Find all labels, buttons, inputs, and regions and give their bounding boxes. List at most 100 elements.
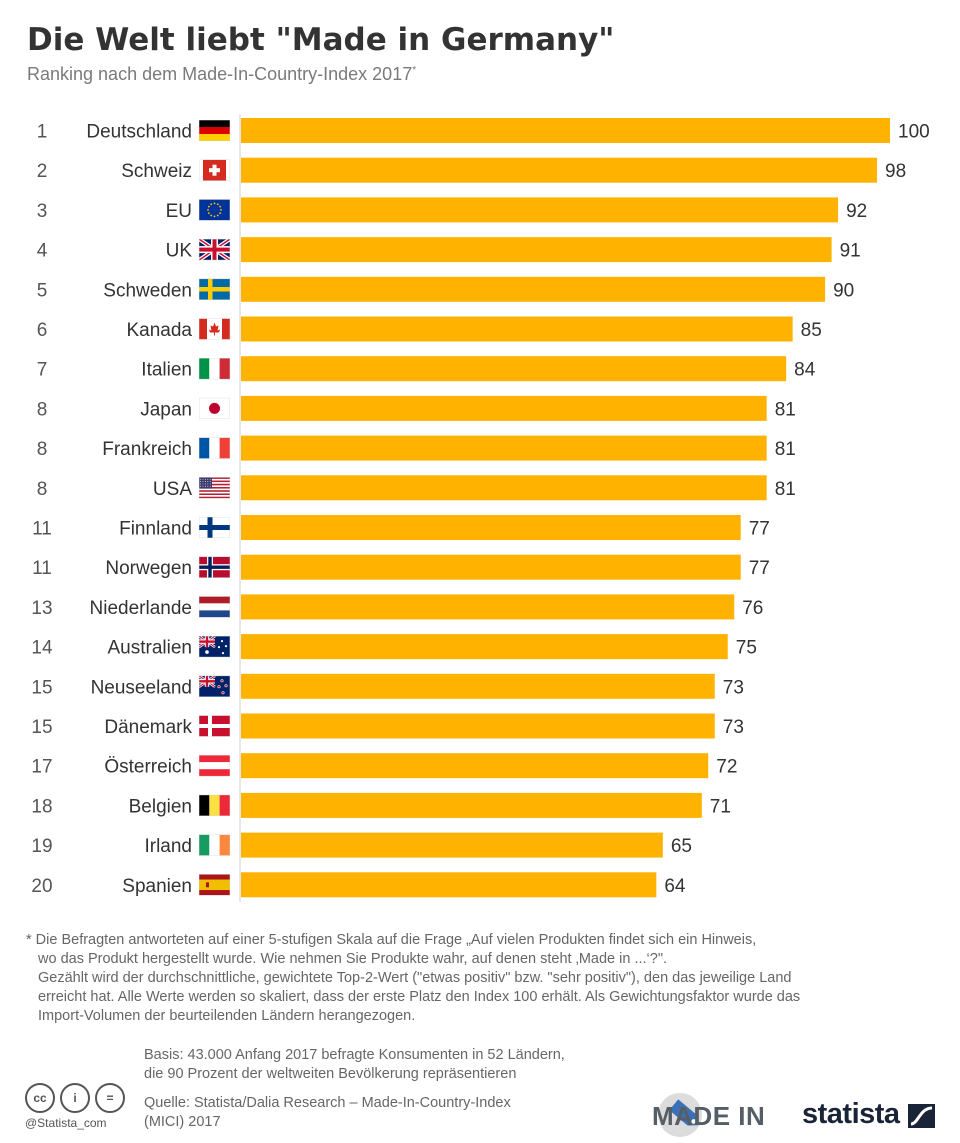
- bar: [241, 237, 832, 263]
- rank-label: 11: [32, 519, 52, 540]
- value-label: 81: [775, 479, 796, 500]
- value-label: 77: [749, 519, 770, 540]
- bar: [241, 753, 709, 779]
- rank-label: 11: [32, 558, 52, 579]
- flag-australia-icon: [199, 636, 230, 658]
- value-label: 98: [885, 161, 906, 182]
- by-icon[interactable]: i: [60, 1083, 90, 1113]
- category-label: Deutschland: [86, 122, 192, 143]
- rank-label: 5: [37, 280, 48, 301]
- value-label: 91: [840, 241, 861, 262]
- footnote-line: erreicht hat. Alle Werte werden so skali…: [38, 989, 801, 1005]
- bar: [241, 276, 826, 302]
- value-label: 73: [723, 677, 744, 698]
- value-label: 81: [775, 439, 796, 460]
- rank-label: 8: [37, 399, 48, 420]
- subtitle-footnote-mark: *: [412, 65, 417, 76]
- category-label: Irland: [144, 836, 192, 857]
- rank-label: 18: [31, 796, 52, 817]
- category-label: USA: [153, 479, 192, 500]
- footnote-line: Import-Volumen der beurteilenden Ländern…: [38, 1008, 416, 1024]
- rank-label: 1: [37, 122, 48, 143]
- statista-logo[interactable]: statista: [802, 1098, 900, 1130]
- bar: [241, 673, 715, 699]
- category-label: Finnland: [119, 519, 192, 540]
- flag-ireland-icon: [199, 834, 230, 856]
- bar: [241, 792, 702, 818]
- category-label: Australien: [108, 638, 193, 659]
- rank-label: 15: [31, 717, 52, 738]
- flag-denmark-icon: [199, 715, 230, 737]
- bar: [241, 316, 793, 342]
- flag-belgium-icon: [199, 794, 230, 816]
- category-label: Italien: [141, 360, 192, 381]
- value-label: 72: [716, 757, 737, 778]
- category-label: Neuseeland: [91, 677, 192, 698]
- category-label: Niederlande: [90, 598, 192, 619]
- flag-uk-icon: [199, 239, 230, 261]
- bar: [241, 435, 767, 461]
- flag-switzerland-icon: [199, 159, 230, 181]
- bar: [241, 634, 728, 660]
- rank-label: 19: [31, 836, 52, 857]
- cc-icon[interactable]: cc: [25, 1083, 55, 1113]
- value-label: 100: [898, 122, 930, 143]
- bar: [241, 554, 741, 580]
- value-label: 84: [794, 360, 816, 381]
- category-label: Dänemark: [104, 717, 192, 738]
- bar: [241, 395, 767, 421]
- rank-label: 3: [37, 201, 48, 222]
- bar: [241, 475, 767, 501]
- value-label: 77: [749, 558, 770, 579]
- category-label: Kanada: [126, 320, 192, 341]
- value-label: 92: [846, 201, 867, 222]
- survey-basis: Basis: 43.000 Anfang 2017 befragte Konsu…: [144, 1046, 644, 1084]
- flag-canada-icon: [199, 318, 230, 340]
- source-line: (MICI) 2017: [144, 1114, 221, 1130]
- rank-label: 7: [37, 360, 48, 381]
- rank-label: 15: [31, 677, 52, 698]
- bar: [241, 515, 741, 540]
- footnote-line: Gezählt wird der durchschnittliche, gewi…: [38, 970, 792, 986]
- flag-austria-icon: [199, 755, 230, 777]
- category-label: Frankreich: [102, 439, 192, 460]
- flag-germany-icon: [199, 120, 230, 141]
- category-label: Spanien: [122, 876, 192, 897]
- basis-line: die 90 Prozent der weltweiten Bevölkerun…: [144, 1066, 517, 1082]
- category-label: Österreich: [104, 757, 192, 778]
- category-label: Schweden: [103, 280, 192, 301]
- statista-logo-icon: [908, 1104, 935, 1128]
- bar: [241, 356, 787, 382]
- flag-eu-icon: [199, 199, 230, 221]
- bar: [241, 832, 663, 858]
- rank-label: 13: [31, 598, 52, 619]
- rank-label: 4: [37, 241, 48, 262]
- bar: [241, 872, 657, 898]
- rank-label: 8: [37, 479, 48, 500]
- license-icons: cc i =: [25, 1083, 130, 1113]
- bar-chart: 1 Deutschland 100 2 Schweiz 98 3 EU 92 4 UK 91 5 Schw…: [31, 114, 930, 902]
- value-label: 71: [710, 796, 731, 817]
- category-label: Norwegen: [105, 558, 192, 579]
- bar: [241, 594, 735, 620]
- subtitle-text: Ranking nach dem Made-In-Country-Index 2…: [27, 64, 413, 84]
- rank-label: 14: [31, 638, 53, 659]
- value-label: 81: [775, 399, 796, 420]
- category-label: EU: [166, 201, 192, 222]
- flag-norway-icon: [199, 556, 230, 578]
- value-label: 64: [664, 876, 686, 897]
- chart-subtitle: Ranking nach dem Made-In-Country-Index 2…: [27, 64, 416, 85]
- nd-icon[interactable]: =: [95, 1083, 125, 1113]
- made-in-logo: MADE IN: [652, 1101, 766, 1131]
- footnote-line: * Die Befragten antworteten auf einer 5-…: [26, 932, 757, 948]
- value-label: 85: [801, 320, 822, 341]
- category-label: Belgien: [129, 796, 192, 817]
- bar: [241, 713, 715, 739]
- twitter-handle[interactable]: @Statista_com: [25, 1116, 107, 1130]
- rank-label: 20: [31, 876, 52, 897]
- source-line: Quelle: Statista/Dalia Research – Made-I…: [144, 1095, 511, 1111]
- flag-italy-icon: [199, 358, 230, 380]
- footnote-line: wo das Produkt hergestellt wurde. Wie ne…: [38, 951, 667, 967]
- category-label: Schweiz: [121, 161, 192, 182]
- rank-label: 6: [37, 320, 48, 341]
